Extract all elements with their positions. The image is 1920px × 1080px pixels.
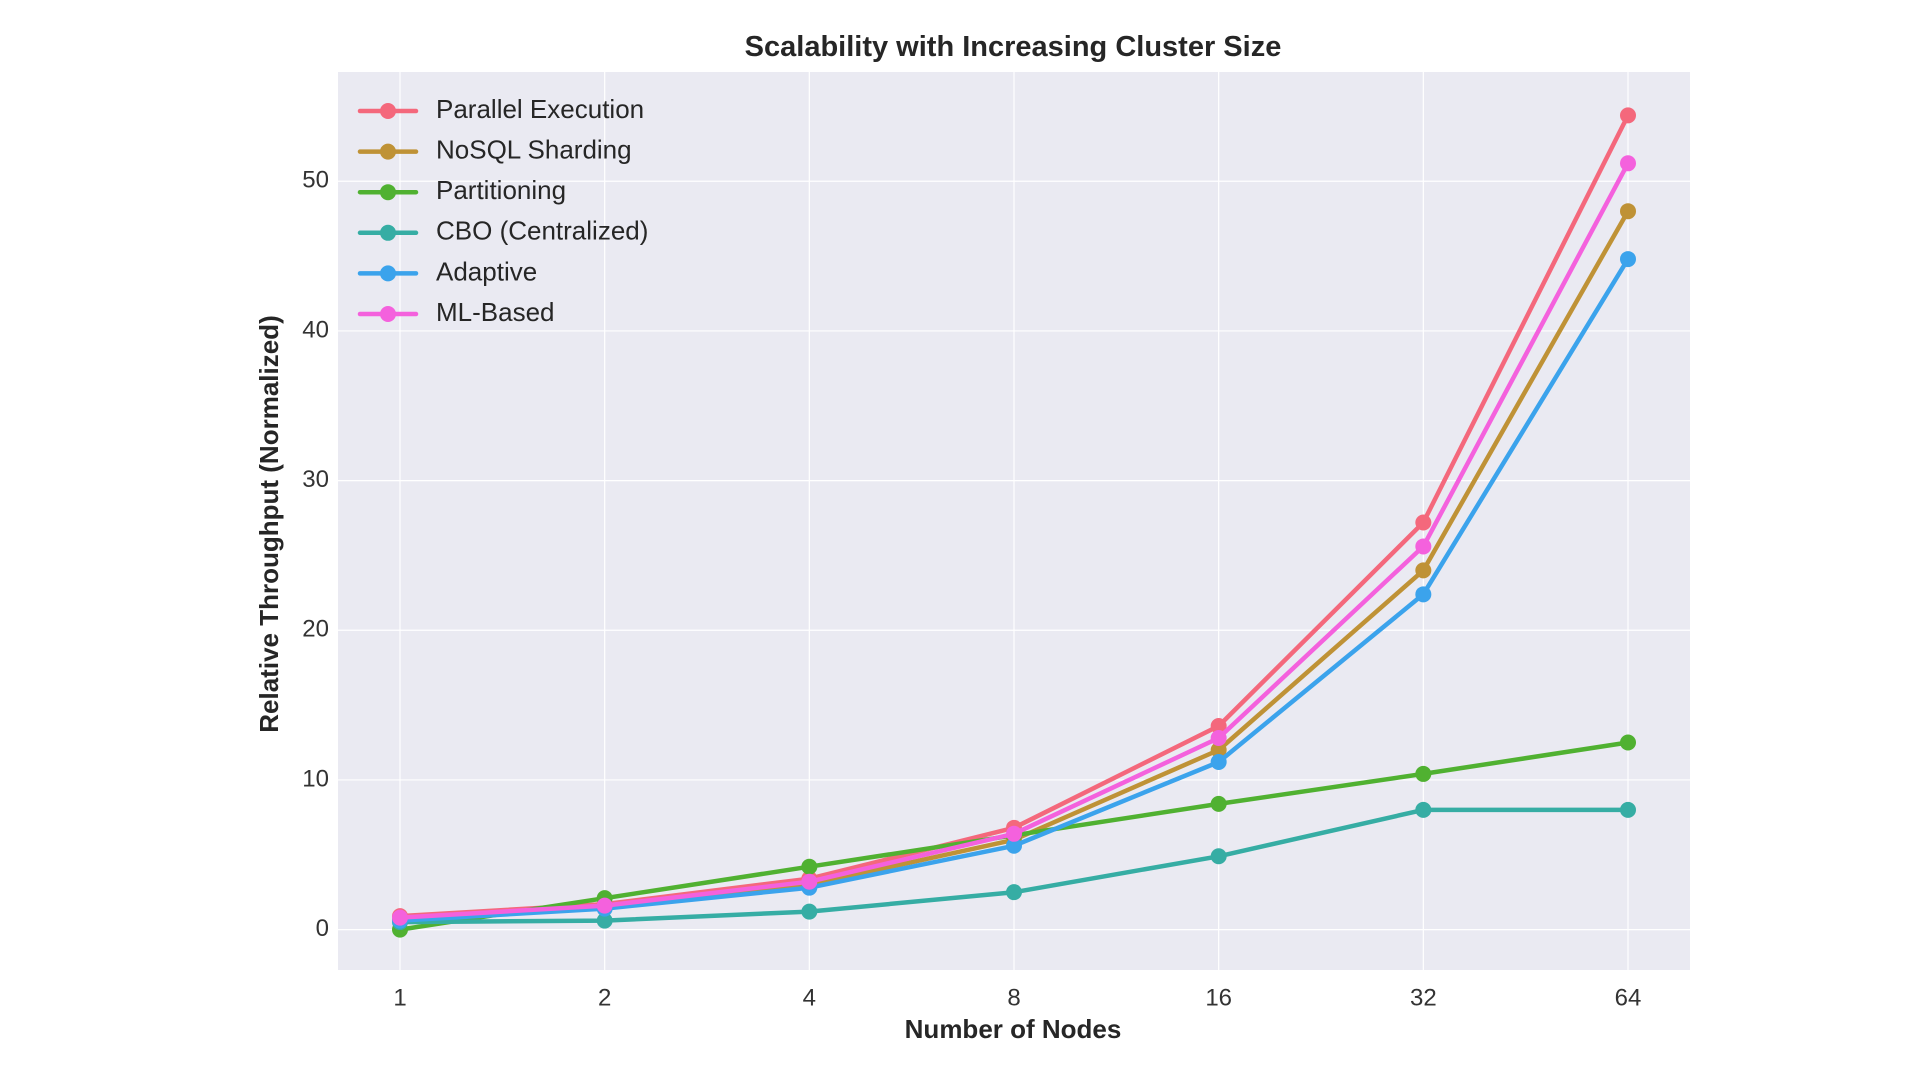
data-point — [1210, 718, 1227, 735]
data-point — [596, 897, 613, 914]
y-tick-label: 20 — [302, 616, 329, 643]
legend-item: ML-Based — [357, 297, 555, 327]
y-tick-label: 50 — [302, 167, 329, 194]
x-axis-ticks: 1 2 4 8 16 32 64 — [393, 984, 1641, 1011]
data-point — [1006, 837, 1022, 854]
legend-marker — [380, 306, 396, 322]
legend-marker — [380, 265, 396, 282]
series-5 — [392, 155, 1636, 926]
legend-label: ML-Based — [436, 297, 555, 327]
y-tick-label: 40 — [302, 316, 329, 343]
legend-marker — [380, 103, 396, 119]
data-point — [1210, 753, 1227, 770]
y-tick-label: 0 — [316, 915, 329, 942]
data-point — [1415, 538, 1432, 555]
data-point — [1620, 251, 1636, 268]
data-point — [1620, 801, 1636, 818]
legend-label: Parallel Execution — [436, 94, 644, 124]
data-point — [1006, 825, 1022, 842]
legend-marker — [380, 224, 396, 241]
grid — [338, 72, 1690, 970]
data-point — [1620, 203, 1636, 220]
data-point — [1620, 107, 1636, 124]
data-point — [1210, 741, 1227, 758]
data-point — [392, 909, 408, 926]
data-point — [1415, 765, 1432, 782]
x-axis-label: Number of Nodes — [905, 1014, 1122, 1044]
data-point — [801, 903, 818, 920]
x-tick-label: 4 — [803, 984, 816, 1011]
data-point — [1415, 514, 1432, 531]
legend-label: NoSQL Sharding — [436, 134, 632, 164]
data-point — [1210, 848, 1227, 865]
x-tick-label: 2 — [598, 984, 611, 1011]
legend-item: CBO (Centralized) — [357, 216, 648, 246]
legend: Parallel Execution NoSQL Sharding Partitio… — [357, 94, 648, 327]
data-point — [1006, 884, 1022, 901]
x-tick-label: 8 — [1007, 984, 1020, 1011]
x-tick-label: 1 — [393, 984, 406, 1011]
data-point — [1620, 734, 1636, 751]
data-point — [801, 873, 818, 890]
legend-label: CBO (Centralized) — [436, 216, 648, 246]
legend-marker — [380, 143, 396, 160]
y-axis-ticks: 0 10 20 30 40 50 — [302, 167, 329, 942]
series-layer — [392, 107, 1636, 938]
data-point — [801, 858, 818, 875]
data-point — [1415, 562, 1432, 579]
x-tick-label: 64 — [1615, 984, 1642, 1011]
legend-label: Adaptive — [436, 256, 537, 286]
data-point — [1210, 730, 1227, 747]
x-tick-label: 16 — [1205, 984, 1232, 1011]
data-point — [1415, 586, 1432, 603]
data-point — [1620, 155, 1636, 172]
chart-title: Scalability with Increasing Cluster Size — [745, 31, 1282, 63]
y-tick-label: 10 — [302, 765, 329, 792]
data-point — [1210, 795, 1227, 812]
y-tick-label: 30 — [302, 466, 329, 493]
legend-item: Adaptive — [357, 256, 537, 286]
data-point — [596, 912, 613, 929]
legend-label: Partitioning — [436, 175, 566, 205]
y-axis-label: Relative Throughput (Normalized) — [254, 315, 284, 732]
legend-item: NoSQL Sharding — [357, 134, 632, 164]
legend-marker — [380, 184, 396, 201]
data-point — [1415, 801, 1432, 818]
legend-item: Partitioning — [357, 175, 566, 205]
legend-item: Parallel Execution — [357, 94, 644, 124]
x-tick-label: 32 — [1410, 984, 1437, 1011]
